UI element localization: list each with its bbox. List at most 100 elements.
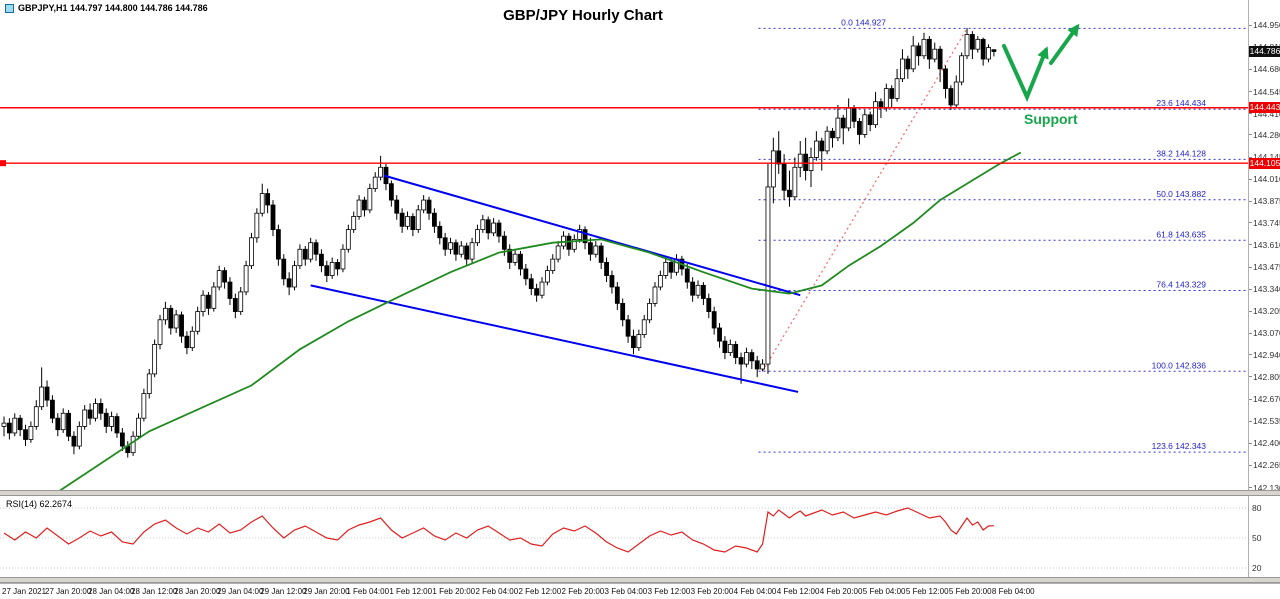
- price-axis-label: 144.680: [1253, 64, 1280, 75]
- axis-tick: [1249, 288, 1252, 290]
- time-axis-label: 8 Feb 04:00: [991, 587, 1035, 596]
- price-axis[interactable]: 144.786 144.443 144.105 144.950144.81514…: [1248, 0, 1280, 583]
- rsi-indicator-label: RSI(14) 62.2674: [6, 499, 73, 509]
- chart-symbol-icon: [5, 3, 14, 13]
- fib-trendline: [762, 28, 968, 372]
- channel-trendline[interactable]: [310, 284, 799, 393]
- axis-tick: [1249, 332, 1252, 334]
- price-axis-label: 143.340: [1253, 284, 1280, 295]
- time-axis-label: 27 Jan 2021: [2, 587, 47, 596]
- price-axis-label: 142.805: [1253, 371, 1280, 382]
- axis-tick: [1249, 376, 1252, 378]
- time-axis-label: 1 Feb 20:00: [432, 587, 476, 596]
- axis-tick: [1249, 442, 1252, 444]
- time-axis-label: 4 Feb 20:00: [819, 587, 863, 596]
- axis-tick: [1249, 244, 1252, 246]
- support-line-price-tag: 144.105: [1249, 157, 1280, 169]
- panel-splitter-bottom[interactable]: [0, 577, 1280, 583]
- time-axis-label: 2 Feb 20:00: [561, 587, 605, 596]
- fib-level-label: 61.8 143.635: [1156, 229, 1206, 239]
- panel-splitter-top[interactable]: [0, 490, 1280, 496]
- price-axis-label: 142.130: [1253, 482, 1280, 493]
- level-line-handle[interactable]: [0, 160, 6, 167]
- price-axis-label: 143.875: [1253, 196, 1280, 207]
- axis-tick: [1249, 420, 1252, 422]
- axis-tick: [1249, 464, 1252, 466]
- axis-tick: [1249, 134, 1252, 136]
- price-axis-label: 144.280: [1253, 129, 1280, 140]
- time-axis-label: 2 Feb 04:00: [475, 587, 519, 596]
- fib-level-label: 38.2 144.128: [1156, 148, 1206, 158]
- time-axis-label: 4 Feb 12:00: [776, 587, 820, 596]
- fib-level-label: 100.0 142.836: [1152, 360, 1207, 370]
- price-axis-label: 142.940: [1253, 349, 1280, 360]
- rsi-panel[interactable]: [0, 496, 1248, 577]
- axis-tick: [1249, 178, 1252, 180]
- time-axis-label: 3 Feb 20:00: [690, 587, 734, 596]
- time-axis-label: 29 Jan 04:00: [217, 587, 264, 596]
- axis-tick: [1249, 200, 1252, 202]
- axis-tick: [1249, 113, 1252, 115]
- time-axis-label: 29 Jan 12:00: [260, 587, 307, 596]
- candlesticks: [1, 27, 997, 458]
- axis-tick: [1249, 156, 1252, 158]
- price-axis-label: 142.535: [1253, 416, 1280, 427]
- current-price-tag: 144.786: [1249, 45, 1280, 57]
- fib-level-label: 76.4 143.329: [1156, 279, 1206, 289]
- price-axis-label: 143.475: [1253, 262, 1280, 272]
- fib-level-label: 50.0 143.882: [1156, 189, 1206, 199]
- support-bounce-arrows: [1002, 23, 1080, 103]
- time-axis-label: 4 Feb 04:00: [733, 587, 777, 596]
- price-axis-label: 144.950: [1253, 20, 1280, 31]
- channel-trendline[interactable]: [383, 174, 801, 297]
- support-annotation-label: Support: [1024, 111, 1078, 127]
- symbol-quote-text: GBPJPY,H1 144.797 144.800 144.786 144.78…: [18, 3, 208, 13]
- moving-average-line: [59, 151, 1022, 490]
- axis-tick: [1249, 487, 1252, 489]
- price-axis-label: 144.145: [1253, 152, 1280, 162]
- main-chart-canvas[interactable]: 0.0 144.927 23.6 144.434 38.2 144.128 50.0 …: [0, 0, 1248, 490]
- time-axis-label: 29 Jan 20:00: [303, 587, 350, 596]
- axis-tick: [1249, 266, 1252, 268]
- price-axis-label: 143.610: [1253, 239, 1280, 250]
- chart-title: GBP/JPY Hourly Chart: [503, 7, 663, 24]
- price-axis-label: 144.545: [1253, 86, 1280, 97]
- time-axis-label: 27 Jan 20:00: [45, 587, 92, 596]
- symbol-info: GBPJPY,H1 144.797 144.800 144.786 144.78…: [5, 3, 208, 13]
- time-axis-label: 1 Feb 04:00: [346, 587, 390, 596]
- time-axis-label: 28 Jan 12:00: [131, 587, 178, 596]
- price-axis-label: 144.410: [1253, 108, 1280, 119]
- axis-tick: [1249, 24, 1252, 26]
- price-axis-label: 142.670: [1253, 394, 1280, 405]
- axis-tick: [1249, 310, 1252, 312]
- time-axis[interactable]: 27 Jan 2021 27 Jan 20:00 28 Jan 04:00 28 Ja…: [0, 583, 1280, 599]
- axis-tick: [1249, 398, 1252, 400]
- price-axis-label: 142.400: [1253, 438, 1280, 449]
- fibonacci-levels: 0.0 144.927 23.6 144.434 38.2 144.128 50.0 …: [758, 17, 1248, 453]
- time-axis-label: 2 Feb 12:00: [518, 587, 562, 596]
- resistance-line-price-tag: 144.443: [1249, 102, 1280, 114]
- rsi-canvas: [0, 507, 1248, 569]
- axis-tick: [1249, 91, 1252, 93]
- time-axis-label: 5 Feb 20:00: [948, 587, 992, 596]
- time-axis-label: 28 Jan 04:00: [88, 587, 135, 596]
- time-axis-label: 1 Feb 12:00: [389, 587, 433, 596]
- time-axis-label: 5 Feb 04:00: [862, 587, 906, 596]
- price-axis-label: 143.745: [1253, 217, 1280, 228]
- time-axis-label: 3 Feb 04:00: [604, 587, 648, 596]
- time-axis-label: 3 Feb 12:00: [647, 587, 691, 596]
- rsi-axis: 80 50 20: [1248, 496, 1280, 577]
- rsi-axis-label: 20: [1252, 563, 1262, 573]
- time-axis-label: 5 Feb 12:00: [905, 587, 949, 596]
- fib-level-label: 123.6 142.343: [1152, 441, 1207, 451]
- fib-level-label: 23.6 144.434: [1156, 98, 1206, 108]
- fib-level-label: 0.0 144.927: [841, 17, 886, 27]
- rsi-line: [3, 507, 994, 553]
- axis-tick: [1249, 354, 1252, 356]
- price-axis-label: 143.205: [1253, 306, 1280, 317]
- rsi-axis-label: 80: [1252, 503, 1262, 513]
- price-axis-label: 144.010: [1253, 174, 1280, 185]
- price-axis-label: 142.265: [1253, 460, 1280, 471]
- axis-tick: [1249, 222, 1252, 224]
